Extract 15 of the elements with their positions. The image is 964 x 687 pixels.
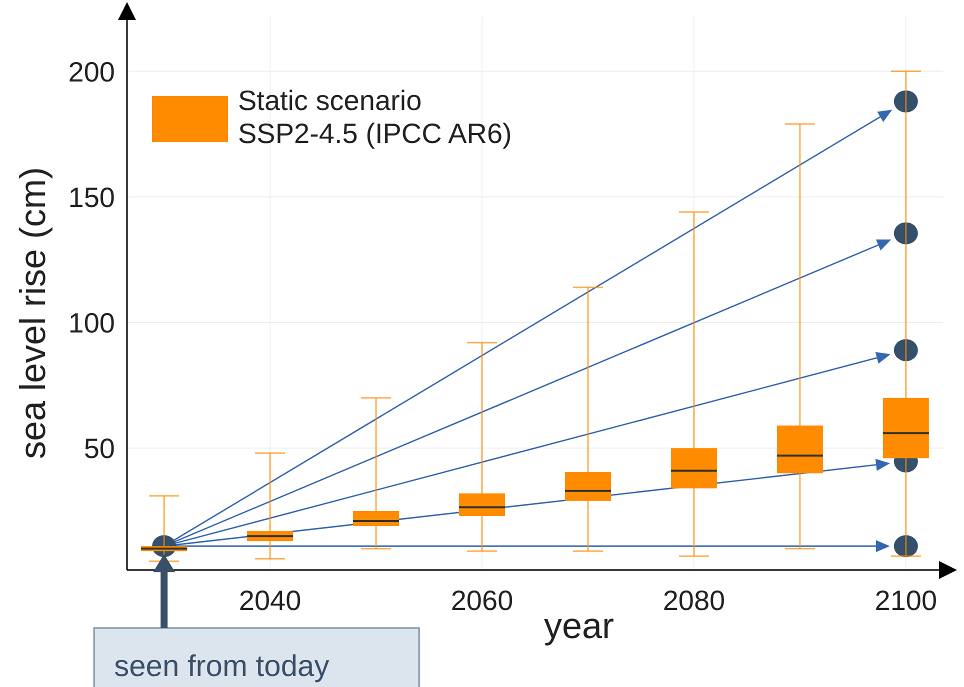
y-axis-title: sea level rise (cm) bbox=[12, 166, 53, 460]
x-tick-label: 2040 bbox=[238, 585, 302, 616]
y-tick-label: 100 bbox=[68, 308, 115, 339]
point bbox=[894, 222, 918, 244]
text: seen from today bbox=[114, 650, 330, 683]
point bbox=[894, 339, 918, 362]
x-tick-label: 2060 bbox=[450, 585, 514, 616]
x-tick-label: 2100 bbox=[874, 585, 938, 616]
legend-label: Static scenario SSP2-4.5 (IPCC AR6) bbox=[238, 85, 512, 149]
point bbox=[894, 90, 918, 112]
y-tick-label: 50 bbox=[84, 433, 115, 464]
x-axis-title: year bbox=[544, 605, 614, 646]
y-tick-label: 150 bbox=[68, 182, 115, 213]
y-tick-label: 200 bbox=[68, 56, 115, 88]
x-tick-label: 2080 bbox=[662, 585, 726, 616]
